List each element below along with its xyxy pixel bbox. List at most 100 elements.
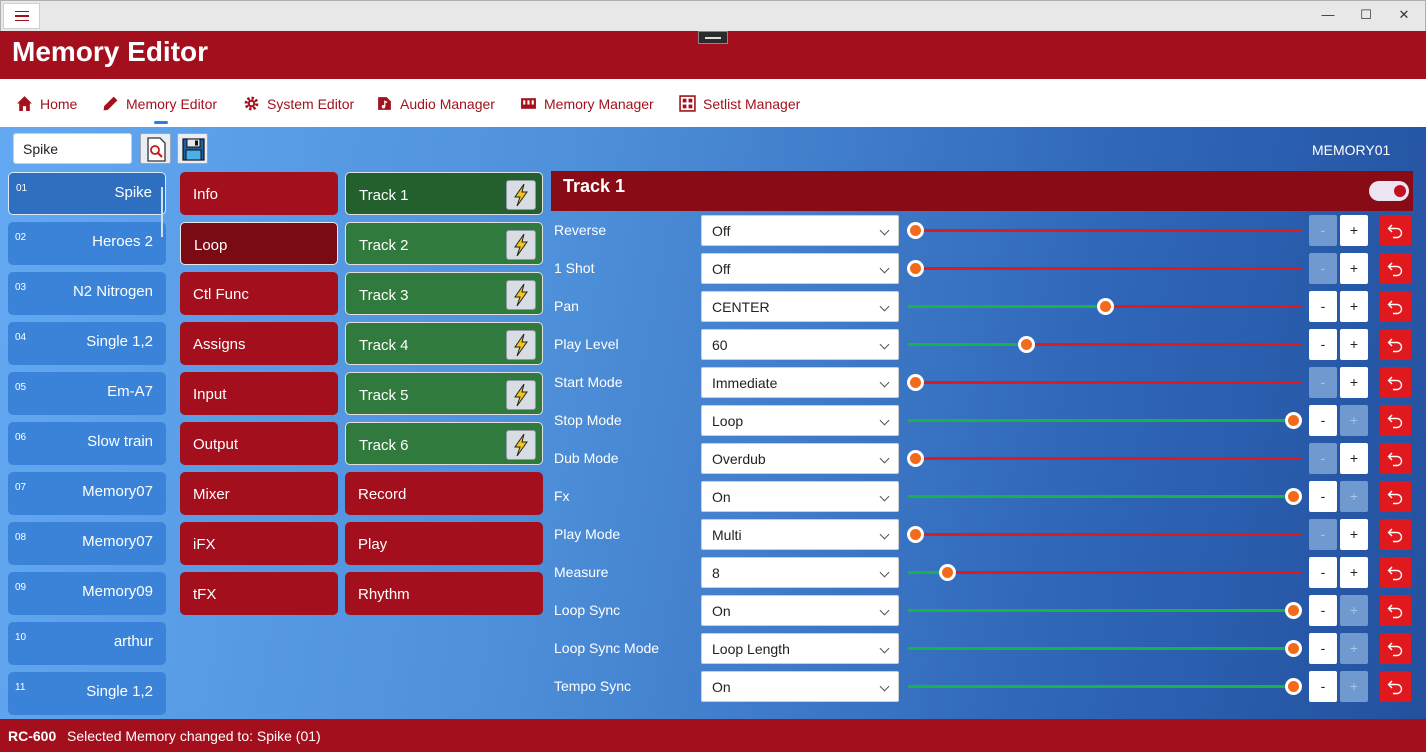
slider-thumb[interactable]: [1285, 602, 1302, 619]
save-button[interactable]: [177, 133, 208, 164]
reset-button[interactable]: [1380, 671, 1411, 702]
slider-thumb[interactable]: [1285, 488, 1302, 505]
category-assigns[interactable]: Assigns: [180, 322, 338, 365]
param-select-reverse[interactable]: Off: [701, 215, 899, 246]
param-slider-pan[interactable]: [908, 298, 1301, 315]
find-file-button[interactable]: [140, 133, 171, 164]
slider-thumb[interactable]: [1285, 678, 1302, 695]
increment-button[interactable]: +: [1340, 253, 1368, 284]
lightning-bolt-icon[interactable]: [506, 180, 536, 210]
minimize-button[interactable]: —: [1321, 7, 1335, 22]
lightning-bolt-icon[interactable]: [506, 330, 536, 360]
nav-memory-editor[interactable]: Memory Editor: [102, 95, 217, 112]
param-select-stop-mode[interactable]: Loop: [701, 405, 899, 436]
category-output[interactable]: Output: [180, 422, 338, 465]
param-slider-tempo-sync[interactable]: [908, 678, 1302, 695]
increment-button[interactable]: +: [1340, 291, 1368, 322]
memory-list-scrollbar[interactable]: [161, 187, 163, 237]
memory-item-02[interactable]: 02 Heroes 2: [8, 222, 166, 265]
reset-button[interactable]: [1380, 367, 1411, 398]
memory-item-09[interactable]: 09 Memory09: [8, 572, 166, 615]
slider-thumb[interactable]: [907, 260, 924, 277]
slider-thumb[interactable]: [1285, 640, 1302, 657]
increment-button[interactable]: +: [1340, 443, 1368, 474]
reset-button[interactable]: [1380, 557, 1411, 588]
memory-item-07[interactable]: 07 Memory07: [8, 472, 166, 515]
param-slider-measure[interactable]: [908, 564, 1301, 581]
param-select-loop-sync-mode[interactable]: Loop Length: [701, 633, 899, 664]
param-slider-fx[interactable]: [908, 488, 1302, 505]
memory-item-05[interactable]: 05 Em-A7: [8, 372, 166, 415]
param-slider-1-shot[interactable]: [907, 260, 1301, 277]
category-ctl-func[interactable]: Ctl Func: [180, 272, 338, 315]
increment-button[interactable]: +: [1340, 633, 1368, 664]
category-mixer[interactable]: Mixer: [180, 472, 338, 515]
track-6-button[interactable]: Track 6: [345, 422, 543, 465]
param-slider-loop-sync-mode[interactable]: [908, 640, 1302, 657]
decrement-button[interactable]: -: [1309, 291, 1337, 322]
memory-item-06[interactable]: 06 Slow train: [8, 422, 166, 465]
param-slider-reverse[interactable]: [907, 222, 1301, 239]
param-slider-loop-sync[interactable]: [908, 602, 1302, 619]
param-select-fx[interactable]: On: [701, 481, 899, 512]
rhythm-button[interactable]: Rhythm: [345, 572, 543, 615]
category-tfx[interactable]: tFX: [180, 572, 338, 615]
reset-button[interactable]: [1380, 329, 1411, 360]
param-slider-dub-mode[interactable]: [907, 450, 1301, 467]
lightning-bolt-icon[interactable]: [506, 230, 536, 260]
memory-item-10[interactable]: 10 arthur: [8, 622, 166, 665]
reset-button[interactable]: [1380, 443, 1411, 474]
decrement-button[interactable]: -: [1309, 671, 1337, 702]
reset-button[interactable]: [1380, 253, 1411, 284]
nav-audio-manager[interactable]: Audio Manager: [376, 95, 495, 112]
nav-system-editor[interactable]: System Editor: [243, 95, 354, 112]
nav-home[interactable]: Home: [16, 95, 77, 112]
decrement-button[interactable]: -: [1309, 405, 1337, 436]
memory-item-08[interactable]: 08 Memory07: [8, 522, 166, 565]
hamburger-menu-button[interactable]: [3, 3, 40, 29]
increment-button[interactable]: +: [1340, 329, 1368, 360]
decrement-button[interactable]: -: [1309, 443, 1337, 474]
slider-thumb[interactable]: [1017, 336, 1035, 353]
lightning-bolt-icon[interactable]: [506, 430, 536, 460]
record-button[interactable]: Record: [345, 472, 543, 515]
reset-button[interactable]: [1380, 215, 1411, 246]
param-select-start-mode[interactable]: Immediate: [701, 367, 899, 398]
memory-item-04[interactable]: 04 Single 1,2: [8, 322, 166, 365]
slider-thumb[interactable]: [907, 374, 924, 391]
param-select-play-mode[interactable]: Multi: [701, 519, 899, 550]
category-ifx[interactable]: iFX: [180, 522, 338, 565]
param-select-loop-sync[interactable]: On: [701, 595, 899, 626]
increment-button[interactable]: +: [1340, 557, 1368, 588]
track-2-button[interactable]: Track 2: [345, 222, 543, 265]
decrement-button[interactable]: -: [1309, 367, 1337, 398]
param-select-tempo-sync[interactable]: On: [701, 671, 899, 702]
increment-button[interactable]: +: [1340, 595, 1368, 626]
increment-button[interactable]: +: [1340, 215, 1368, 246]
maximize-button[interactable]: ☐: [1360, 7, 1372, 22]
decrement-button[interactable]: -: [1309, 519, 1337, 550]
nav-memory-manager[interactable]: Memory Manager: [520, 95, 654, 112]
category-info[interactable]: Info: [180, 172, 338, 215]
lightning-bolt-icon[interactable]: [506, 380, 536, 410]
decrement-button[interactable]: -: [1309, 215, 1337, 246]
track-5-button[interactable]: Track 5: [345, 372, 543, 415]
increment-button[interactable]: +: [1340, 405, 1368, 436]
param-select-pan[interactable]: CENTER: [701, 291, 899, 322]
param-slider-play-level[interactable]: [908, 336, 1301, 353]
param-slider-start-mode[interactable]: [907, 374, 1301, 391]
slider-thumb[interactable]: [907, 222, 924, 239]
category-input[interactable]: Input: [180, 372, 338, 415]
close-button[interactable]: ✕: [1398, 7, 1410, 22]
lightning-bolt-icon[interactable]: [506, 280, 536, 310]
decrement-button[interactable]: -: [1309, 253, 1337, 284]
slider-thumb[interactable]: [939, 564, 957, 581]
increment-button[interactable]: +: [1340, 671, 1368, 702]
track-3-button[interactable]: Track 3: [345, 272, 543, 315]
drag-handle[interactable]: [698, 31, 728, 44]
slider-thumb[interactable]: [1285, 412, 1302, 429]
nav-setlist-manager[interactable]: Setlist Manager: [679, 95, 800, 112]
reset-button[interactable]: [1380, 595, 1411, 626]
memory-search-input[interactable]: [13, 133, 132, 164]
decrement-button[interactable]: -: [1309, 557, 1337, 588]
